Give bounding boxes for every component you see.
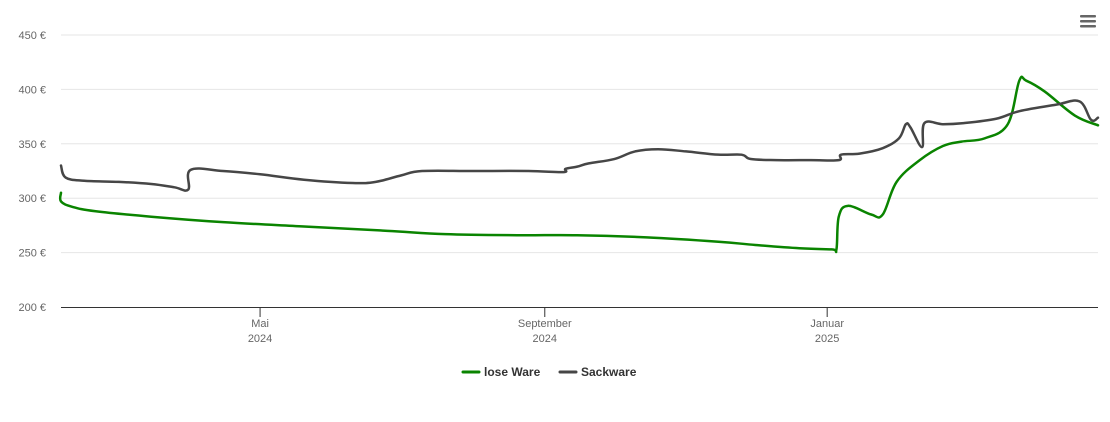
x-tick-label-year: 2025 xyxy=(815,333,839,345)
x-tick-label: Mai xyxy=(251,318,269,330)
x-tick-label-year: 2024 xyxy=(533,333,557,345)
legend: lose Ware Sackware xyxy=(461,365,637,379)
y-tick-label: 250 € xyxy=(18,248,46,260)
y-tick-label: 400 € xyxy=(18,84,46,96)
legend-label: Sackware xyxy=(581,365,637,379)
legend-item[interactable]: Sackware xyxy=(558,365,637,379)
hamburger-menu-icon[interactable] xyxy=(1076,10,1100,32)
x-axis: Mai 2024 September 2024 Januar 2025 xyxy=(61,307,1098,345)
y-tick-label: 450 € xyxy=(18,30,46,42)
grid-layer xyxy=(61,34,1098,254)
y-tick-label: 300 € xyxy=(18,193,46,205)
series-layer xyxy=(58,75,1100,254)
x-tick-label: September xyxy=(518,318,572,330)
legend-label: lose Ware xyxy=(484,365,541,379)
y-axis: 200 € 250 € 300 € 350 € 400 € 450 € xyxy=(18,30,46,314)
y-tick-label: 200 € xyxy=(18,302,46,314)
x-tick-label: Januar xyxy=(810,318,844,330)
series-line-sackware[interactable] xyxy=(59,99,1100,192)
y-tick-label: 350 € xyxy=(18,139,46,151)
series-line-lose-ware[interactable] xyxy=(58,75,1100,254)
legend-item[interactable]: lose Ware xyxy=(461,365,541,379)
x-tick-label-year: 2024 xyxy=(248,333,272,345)
